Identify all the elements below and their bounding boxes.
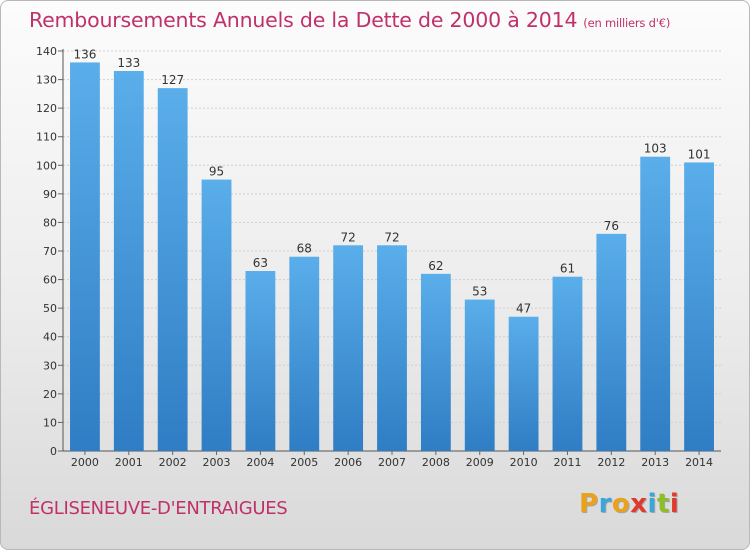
x-tick-label: 2013 (641, 456, 669, 469)
x-tick-label: 2006 (334, 456, 362, 469)
bar-value-label: 101 (688, 147, 711, 161)
x-tick-label: 2005 (290, 456, 318, 469)
y-tick-label: 80 (43, 216, 57, 229)
y-tick-label: 120 (36, 102, 57, 115)
bar-value-label: 72 (340, 230, 355, 244)
x-tick-label: 2003 (203, 456, 231, 469)
bar-value-label: 47 (516, 302, 531, 316)
x-tick-label: 2004 (246, 456, 274, 469)
y-tick-label: 50 (43, 302, 57, 315)
logo-letter: i (647, 489, 657, 519)
bar-value-label: 53 (472, 285, 487, 299)
chart-title: Remboursements Annuels de la Dette de 20… (29, 8, 670, 32)
bar (420, 273, 451, 451)
x-tick-label: 2010 (510, 456, 538, 469)
x-tick-label: 2001 (115, 456, 143, 469)
chart-title-text: Remboursements Annuels de la Dette de 20… (29, 8, 578, 32)
bar (464, 299, 495, 451)
x-tick-label: 2008 (422, 456, 450, 469)
y-tick-label: 30 (43, 359, 57, 372)
bar-value-label: 61 (560, 262, 575, 276)
y-tick-label: 20 (43, 388, 57, 401)
y-tick-label: 0 (50, 445, 57, 458)
y-tick-label: 90 (43, 188, 57, 201)
bar (333, 245, 364, 451)
proxiti-logo[interactable]: Proxiti (579, 489, 679, 519)
bar-value-label: 103 (644, 142, 667, 156)
bar (552, 276, 583, 451)
bar (157, 88, 188, 452)
logo-letter: r (598, 489, 612, 519)
x-tick-label: 2014 (685, 456, 713, 469)
x-tick-label: 2011 (553, 456, 581, 469)
bar-value-label: 72 (384, 230, 399, 244)
x-tick-label: 2012 (597, 456, 625, 469)
logo-letter: o (611, 489, 631, 519)
y-tick-label: 70 (43, 245, 57, 258)
bar-chart: 0 10 20 30 40 50 60 70 80 90 100 110 120 130 140 136 200… (36, 45, 721, 469)
y-tick-label: 60 (43, 274, 57, 287)
x-tick-label: 2002 (159, 456, 187, 469)
chart-subtitle: (en milliers d'€) (583, 16, 671, 30)
bar-value-label: 136 (73, 47, 96, 61)
bar (289, 256, 320, 451)
bar-value-label: 133 (117, 56, 140, 70)
bar-value-label: 63 (253, 256, 268, 270)
bar (201, 179, 232, 452)
logo-letter: t (656, 489, 670, 519)
y-tick-label: 40 (43, 331, 57, 344)
y-tick-label: 100 (36, 159, 57, 172)
x-tick-label: 2007 (378, 456, 406, 469)
bar-value-label: 127 (161, 73, 184, 87)
logo-letter: x (630, 489, 648, 519)
logo-letter: P (579, 489, 599, 519)
bar-value-label: 62 (428, 259, 443, 273)
y-tick-label: 110 (36, 131, 57, 144)
x-tick-label: 2009 (466, 456, 494, 469)
bar (640, 156, 671, 451)
y-tick-label: 140 (36, 45, 57, 58)
bar (508, 316, 539, 451)
y-tick-label: 130 (36, 74, 57, 87)
bar-value-label: 68 (297, 242, 312, 256)
bar (684, 162, 714, 451)
bar (377, 245, 407, 451)
x-tick-label: 2000 (71, 456, 99, 469)
bar (245, 271, 276, 451)
bar-value-label: 76 (604, 219, 619, 233)
bar (113, 71, 144, 451)
bar (70, 62, 100, 452)
bar-value-label: 95 (209, 165, 224, 179)
commune-name: ÉGLISENEUVE-D'ENTRAIGUES (29, 498, 288, 519)
y-tick-label: 10 (43, 416, 57, 429)
bar (596, 233, 627, 451)
logo-letter: i (669, 489, 680, 519)
